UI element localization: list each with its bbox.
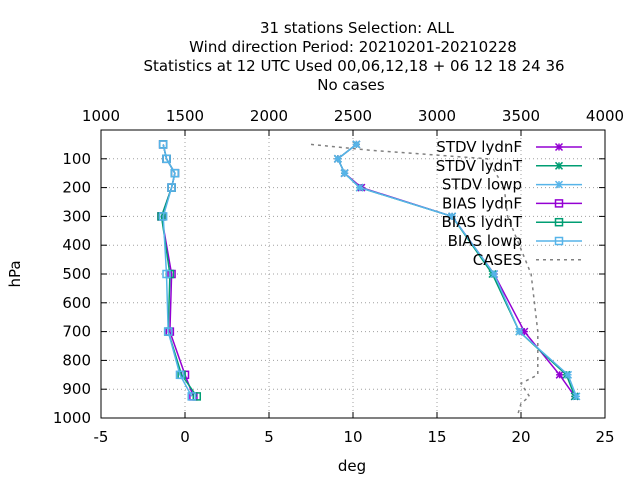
legend-entry: STDV lowp [442,176,582,194]
title-line-4: No cases [317,76,385,94]
y-tick-label: 400 [62,236,91,254]
data-point [163,327,173,336]
legend-marker [554,180,564,189]
y-tick-label: 1000 [53,409,91,427]
title-line-1: 31 stations Selection: ALL [260,19,455,37]
data-point [448,212,457,221]
data-point [162,269,171,279]
legend-label: CASES [473,251,522,269]
tick-layer: -5 0 5 10 15 20 25 1000 1500 2000 2500 3000 3500 4000… [53,107,624,446]
y-tick-label: 100 [62,150,91,168]
x-tick-label: 0 [180,428,190,446]
data-point [340,169,349,178]
y-tick-label: 800 [62,351,91,369]
data-point [167,183,176,192]
x-tick-label: 5 [264,428,274,446]
data-point [515,327,524,336]
data-point [158,212,168,221]
data-point [158,140,168,149]
legend-entry: BIAS lydnF [442,194,582,212]
data-point [572,392,581,401]
title-line-3: Statistics at 12 UTC Used 00,06,12,18 + … [143,57,564,75]
legend-label: STDV lydnT [436,157,523,175]
y-tick-label: 500 [62,265,91,283]
data-point [352,140,361,149]
y-axis-label: hPa [6,260,24,287]
data-point [564,370,573,379]
y-tick-label: 900 [62,380,91,398]
x2-tick-label: 1500 [166,107,204,125]
series-line [162,144,193,397]
data-point [175,370,185,380]
data-point [192,392,202,401]
series-6 [310,143,539,416]
x-tick-label: 20 [511,428,530,446]
series-2 [333,140,581,401]
legend-label: BIAS lydnF [442,194,522,212]
legend-entry: BIAS lydnT [441,213,582,231]
x-tick-label: 15 [427,428,446,446]
legend-label: STDV lowp [442,176,522,194]
data-point [187,392,196,401]
data-point [555,370,564,379]
series-line [310,143,539,416]
legend-entry: CASES [473,251,582,269]
x2-tick-label: 3000 [418,107,456,125]
data-point [355,183,364,192]
x2-tick-label: 4000 [586,107,624,125]
series-layer [157,140,581,401]
y-tick-label: 300 [62,207,91,225]
x-tick-label: -5 [94,428,109,446]
chart-title: 31 stations Selection: ALL Wind directio… [143,19,564,94]
legend-marker [554,161,564,170]
grid [101,130,605,418]
x2-tick-label: 1000 [82,107,120,125]
y-tick-label: 600 [62,294,91,312]
x2-tick-label: 2500 [334,107,372,125]
data-point [162,154,171,164]
cases-layer [310,143,539,416]
legend-entry: BIAS lowp [448,232,582,250]
legend-entry: STDV lydnF [436,138,582,156]
legend-marker [554,199,564,208]
legend-marker [554,217,564,227]
legend-entry: STDV lydnT [436,157,582,175]
series-5 [158,140,196,401]
legend-label: STDV lydnF [436,138,522,156]
x-tick-label: 10 [343,428,362,446]
x-tick-label: 25 [595,428,614,446]
data-point [333,154,342,163]
title-line-2: Wind direction Period: 20210201-20210228 [189,38,517,56]
x2-tick-label: 2000 [250,107,288,125]
legend-label: BIAS lydnT [441,213,522,231]
data-point [490,269,499,279]
legend-marker [554,236,564,246]
legend-marker [554,142,564,152]
x2-tick-label: 3500 [502,107,540,125]
x-axis-label: deg [338,457,366,475]
legend-label: BIAS lowp [448,232,522,250]
y-tick-label: 700 [62,323,91,341]
y-tick-label: 200 [62,179,91,197]
data-point [170,168,180,178]
